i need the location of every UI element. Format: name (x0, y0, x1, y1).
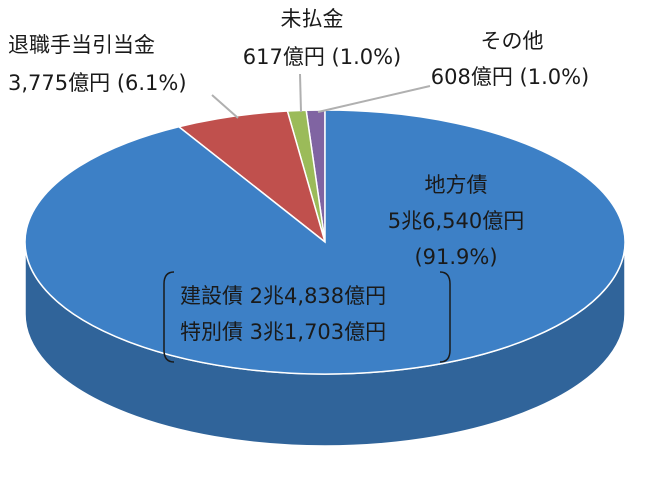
pie (24, 109, 626, 447)
bracket (163, 271, 175, 363)
slice-label: 未払金 (281, 7, 344, 31)
amount: 3,775億円 (8, 71, 110, 95)
leader-line (317, 85, 431, 113)
slice-value: 3,775億円 (6.1%) (8, 71, 187, 95)
annotation: 建設債 2兆4,838億円 (180, 284, 386, 308)
amount: 608億円 (431, 65, 513, 89)
leader-line (299, 73, 302, 113)
pie-slice (24, 109, 626, 375)
percent: (91.9%) (414, 245, 497, 269)
bracket (439, 271, 451, 363)
percent: (6.1%) (117, 71, 187, 95)
slice-label: 地方債 (425, 173, 488, 197)
slice-value: 608億円 (1.0%) (431, 65, 590, 89)
slice-label: 退職手当引当金 (8, 33, 155, 57)
percent: (1.0%) (520, 65, 590, 89)
slice-value: 617億円 (1.0%) (243, 45, 402, 69)
slice-label: その他 (481, 29, 544, 53)
amount: 5兆6,540億円 (388, 209, 524, 233)
leader-line (211, 94, 239, 119)
annotation: 特別債 3兆1,703億円 (180, 320, 386, 344)
amount: 617億円 (243, 45, 325, 69)
percent: (1.0%) (332, 45, 402, 69)
